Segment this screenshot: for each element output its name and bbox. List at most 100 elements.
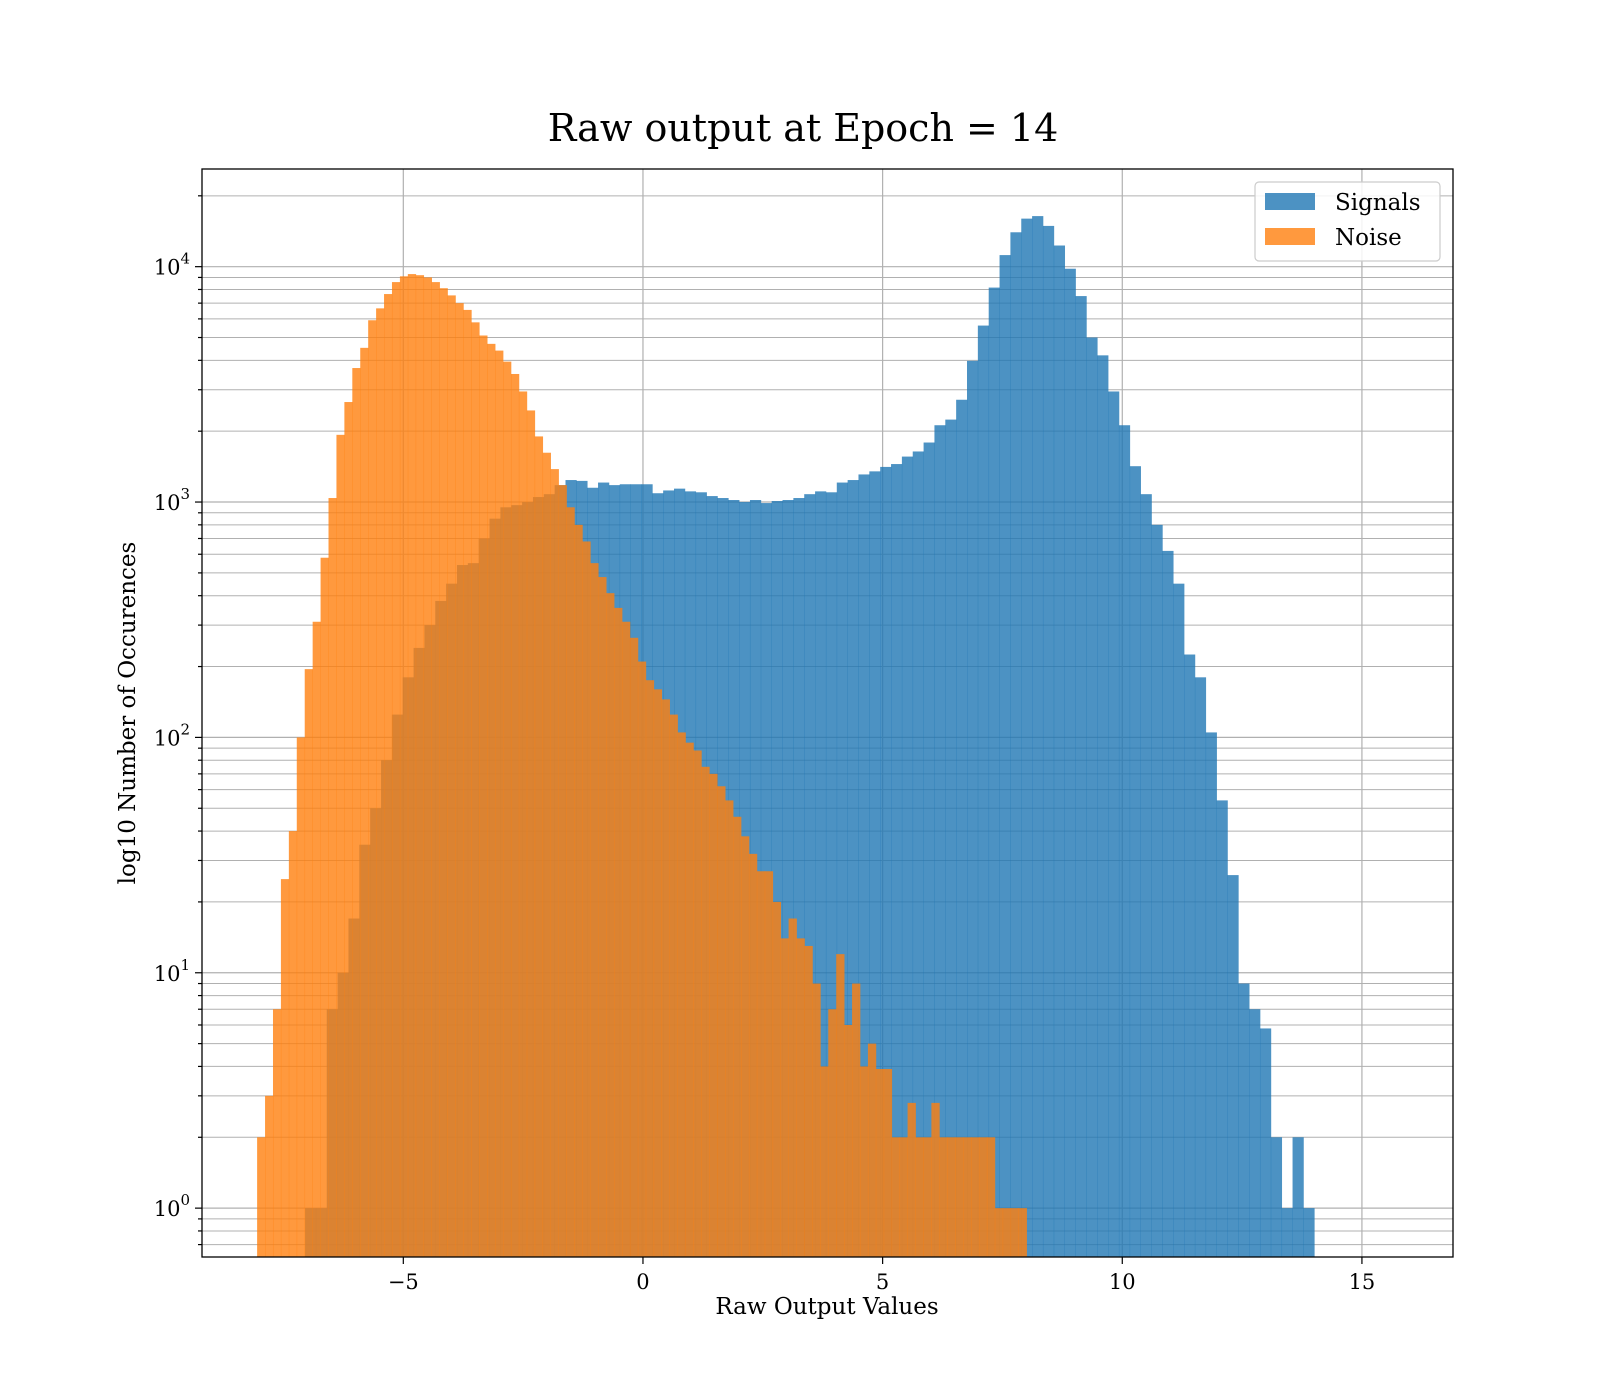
- bar-signals: [1053, 245, 1066, 1257]
- bar-noise: [669, 714, 678, 1257]
- bar-noise: [947, 1137, 956, 1257]
- bar-noise: [550, 469, 559, 1257]
- bar-noise: [637, 661, 647, 1257]
- y-tick-label: 102: [154, 720, 190, 750]
- bar-signals: [793, 498, 805, 1257]
- bar-signals: [1292, 1137, 1304, 1257]
- y-axis-label: log10 Number of Occurences: [115, 542, 141, 885]
- bar-noise: [852, 983, 861, 1257]
- bar-signals: [923, 442, 935, 1257]
- bar-noise: [526, 410, 536, 1257]
- bar-noise: [566, 507, 575, 1257]
- bar-signals: [999, 255, 1011, 1258]
- bar-signals: [1010, 232, 1022, 1257]
- bar-signals: [771, 501, 783, 1257]
- histogram-bars: [257, 216, 1315, 1258]
- bar-noise: [756, 871, 766, 1257]
- bar-noise: [344, 402, 353, 1257]
- bar-noise: [487, 343, 496, 1258]
- plot-frame: [201, 168, 1454, 1258]
- legend-label-noise: Noise: [1335, 225, 1402, 251]
- bar-signals: [1140, 494, 1152, 1257]
- bar-noise: [915, 1137, 924, 1257]
- bar-noise: [257, 1137, 266, 1257]
- bar-noise: [804, 945, 813, 1257]
- bar-noise: [836, 954, 845, 1257]
- bar-noise: [304, 669, 313, 1257]
- bar-noise: [955, 1137, 964, 1257]
- bar-signals: [1032, 216, 1044, 1258]
- bar-noise: [1002, 1208, 1012, 1257]
- bar-signals: [880, 466, 892, 1257]
- bar-noise: [1018, 1208, 1027, 1257]
- bar-signals: [1129, 466, 1141, 1257]
- bar-noise: [796, 938, 805, 1257]
- bar-signals: [815, 491, 827, 1257]
- bar-signals: [1151, 524, 1163, 1257]
- bar-signals: [945, 419, 957, 1258]
- bar-noise: [725, 800, 734, 1257]
- bar-noise: [558, 485, 567, 1257]
- bar-signals: [956, 399, 968, 1257]
- x-tick-label: 5: [876, 1270, 889, 1294]
- bar-noise: [899, 1137, 908, 1257]
- bar-signals: [858, 474, 870, 1257]
- bar-signals: [1162, 550, 1174, 1257]
- x-tick-label: 15: [1349, 1270, 1376, 1294]
- y-tick-label: 103: [154, 485, 190, 515]
- bar-noise: [971, 1137, 980, 1257]
- axis-ticks: −5 0 5 10 15 100 101 102 103 104: [154, 195, 1376, 1294]
- bar-noise: [1010, 1208, 1019, 1257]
- bar-signals: [1173, 583, 1185, 1257]
- bar-noise: [748, 853, 758, 1257]
- bar-signals: [1075, 296, 1087, 1258]
- bar-noise: [923, 1137, 932, 1257]
- bar-noise: [844, 1024, 853, 1257]
- bar-noise: [510, 373, 520, 1258]
- bar-signals: [1097, 355, 1109, 1258]
- bar-noise: [391, 282, 401, 1258]
- bar-noise: [741, 836, 750, 1257]
- x-tick-label: −5: [388, 1270, 419, 1294]
- bar-noise: [939, 1137, 948, 1257]
- bar-signals: [977, 325, 990, 1257]
- bar-noise: [701, 766, 710, 1257]
- bar-noise: [280, 879, 290, 1257]
- bar-signals: [1238, 983, 1250, 1257]
- bar-signals: [1042, 225, 1055, 1257]
- bar-noise: [867, 1043, 877, 1257]
- bar-noise: [368, 320, 377, 1257]
- bar-noise: [455, 303, 464, 1257]
- y-tick-label: 100: [154, 1191, 190, 1221]
- bar-signals: [988, 287, 1000, 1258]
- bar-noise: [574, 524, 583, 1257]
- bar-noise: [503, 361, 512, 1257]
- bar-signals: [1259, 1028, 1272, 1257]
- series-noise: [257, 274, 1027, 1258]
- y-tick-label: 104: [154, 250, 190, 280]
- bar-noise: [891, 1137, 901, 1257]
- bar-noise: [376, 308, 385, 1257]
- bar-noise: [534, 436, 544, 1257]
- legend-label-signals: Signals: [1335, 190, 1421, 216]
- x-axis-label: Raw Output Values: [715, 1294, 938, 1320]
- bar-noise: [883, 1069, 893, 1257]
- bar-noise: [439, 288, 448, 1258]
- bar-noise: [963, 1137, 972, 1257]
- bar-noise: [907, 1102, 916, 1257]
- bar-noise: [518, 391, 528, 1258]
- bar-noise: [265, 1095, 274, 1257]
- bar-noise: [463, 309, 472, 1257]
- bar-noise: [288, 831, 298, 1257]
- bar-noise: [812, 983, 821, 1257]
- x-tick-label: 10: [1109, 1270, 1136, 1294]
- y-tick-label: 101: [154, 956, 190, 986]
- bar-signals: [1064, 268, 1076, 1257]
- bar-noise: [423, 277, 432, 1257]
- bar-noise: [614, 607, 623, 1257]
- bar-signals: [869, 471, 881, 1257]
- bar-signals: [891, 464, 903, 1257]
- chart-title: Raw output at Epoch = 14: [548, 106, 1059, 150]
- bar-signals: [1205, 732, 1217, 1257]
